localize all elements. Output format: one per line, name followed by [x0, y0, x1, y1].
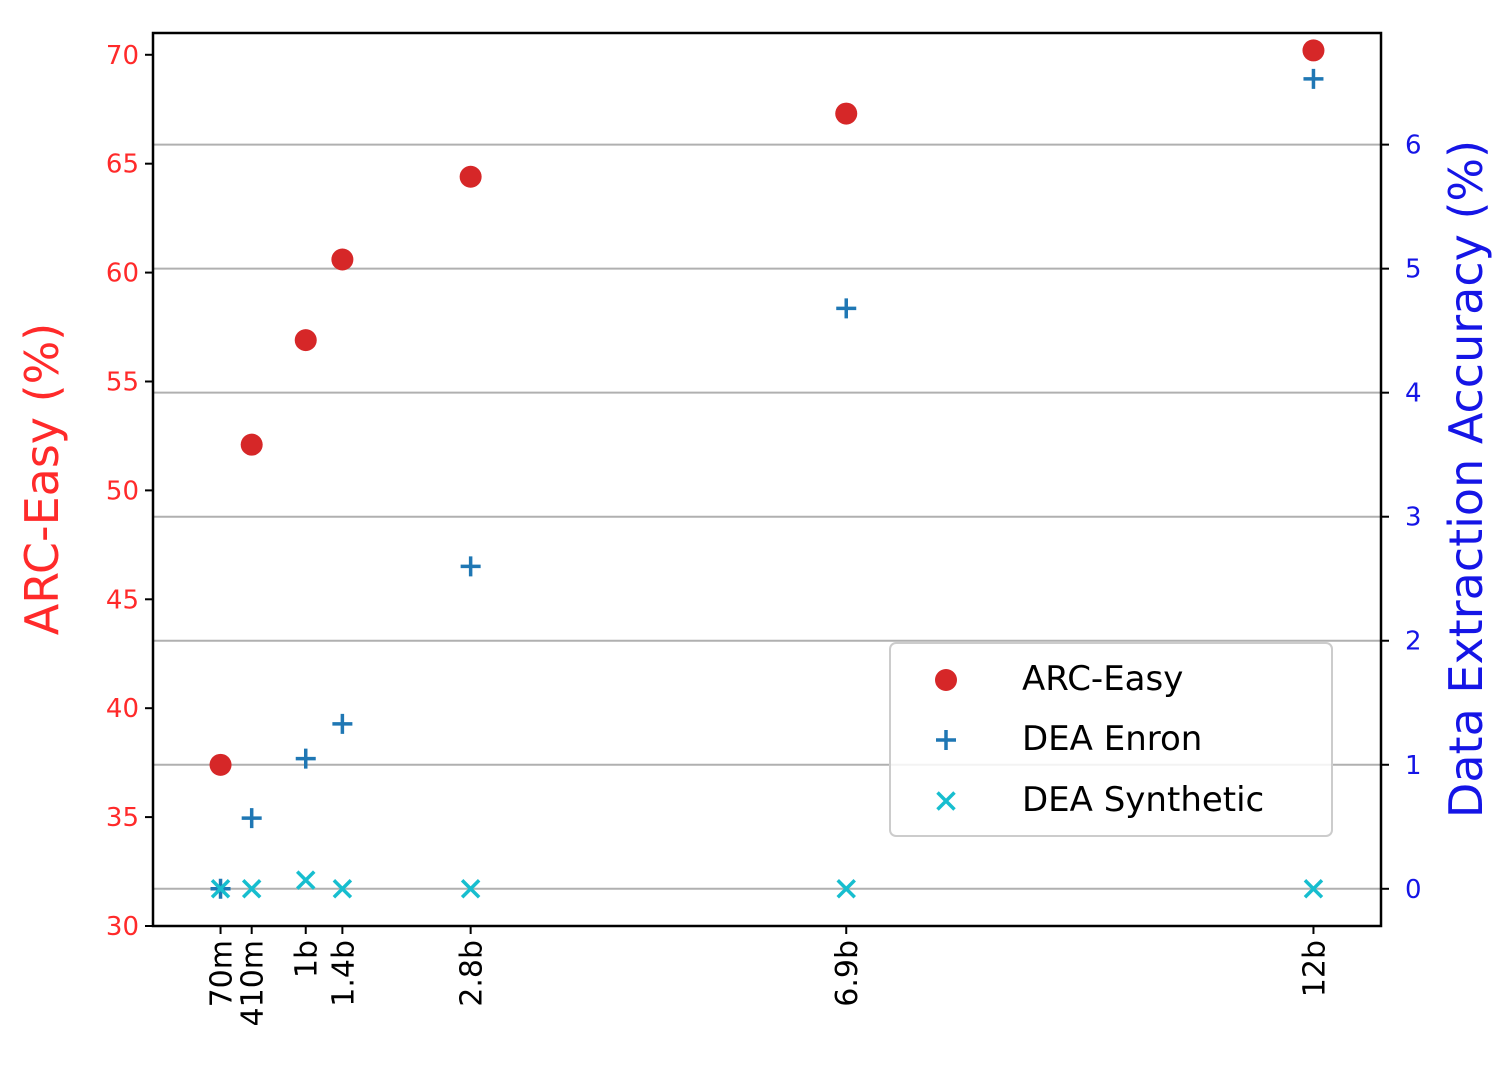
left-tick-label: 70	[106, 41, 139, 71]
legend-label-dea-enron: DEA Enron	[1022, 719, 1202, 759]
point-dea-synthetic	[332, 879, 353, 899]
point-dea-synthetic	[241, 879, 262, 899]
right-tick-label: 0	[1405, 875, 1422, 905]
grid-lines	[153, 143, 1381, 890]
left-tick-label: 35	[106, 803, 139, 833]
left-axis-label: ARC-Easy (%)	[15, 323, 69, 636]
x-tick-label: 1b	[290, 940, 325, 978]
legend-marker-dea-synthetic	[936, 791, 956, 811]
point-arc-easy	[209, 753, 232, 776]
point-arc-easy	[1302, 39, 1325, 62]
point-dea-enron	[460, 556, 481, 577]
legend-markers	[935, 669, 957, 811]
point-arc-easy	[459, 165, 482, 188]
point-dea-synthetic	[1303, 879, 1324, 899]
point-dea-synthetic	[460, 879, 481, 899]
right-tick-label: 3	[1405, 503, 1422, 533]
legend: ARC-Easy DEA Enron DEA Synthetic	[889, 642, 1333, 837]
left-axis-ticks: 30 35 40 45 50 55 60 65 70	[106, 41, 153, 942]
x-tick-label: 2.8b	[455, 940, 490, 1007]
x-tick-label: 410m	[236, 940, 271, 1026]
point-dea-enron	[1303, 68, 1324, 89]
point-arc-easy	[240, 433, 263, 456]
point-dea-synthetic	[210, 879, 231, 899]
right-tick-label: 1	[1405, 751, 1422, 781]
right-tick-label: 5	[1405, 255, 1422, 285]
plot-frame	[151, 31, 1383, 928]
point-dea-synthetic	[836, 879, 856, 899]
left-tick-label: 50	[106, 476, 139, 506]
legend-box	[889, 642, 1333, 837]
point-dea-enron	[836, 298, 857, 319]
data-marks	[209, 39, 1325, 899]
point-arc-easy	[331, 248, 354, 271]
right-axis-label: Data Extraction Accuracy (%)	[1439, 140, 1493, 818]
left-tick-label: 30	[106, 912, 139, 942]
point-dea-synthetic	[296, 870, 316, 890]
right-tick-label: 6	[1405, 131, 1422, 161]
x-tick-label: 6.9b	[830, 940, 865, 1007]
left-tick-label: 45	[106, 585, 139, 615]
legend-label-arc-easy: ARC-Easy	[1022, 659, 1183, 699]
point-arc-easy	[294, 329, 317, 352]
left-tick-label: 65	[106, 150, 139, 180]
right-tick-label: 2	[1405, 627, 1422, 657]
point-dea-enron	[295, 748, 316, 769]
x-tick-label: 12b	[1297, 940, 1332, 997]
right-axis-ticks: 0 1 2 3 4 5 6	[1381, 131, 1422, 905]
left-tick-label: 55	[106, 367, 139, 397]
point-arc-easy	[835, 102, 858, 125]
right-tick-label: 4	[1405, 379, 1422, 409]
x-tick-label: 1.4b	[326, 940, 361, 1007]
legend-marker-arc-easy	[935, 669, 957, 691]
left-tick-label: 60	[106, 259, 139, 289]
x-tick-label: 70m	[205, 940, 240, 1007]
legend-marker-dea-enron	[936, 730, 956, 750]
point-dea-enron	[241, 808, 262, 829]
point-dea-enron	[332, 713, 353, 734]
legend-label-dea-synthetic: DEA Synthetic	[1022, 780, 1264, 820]
left-tick-label: 40	[106, 694, 139, 724]
